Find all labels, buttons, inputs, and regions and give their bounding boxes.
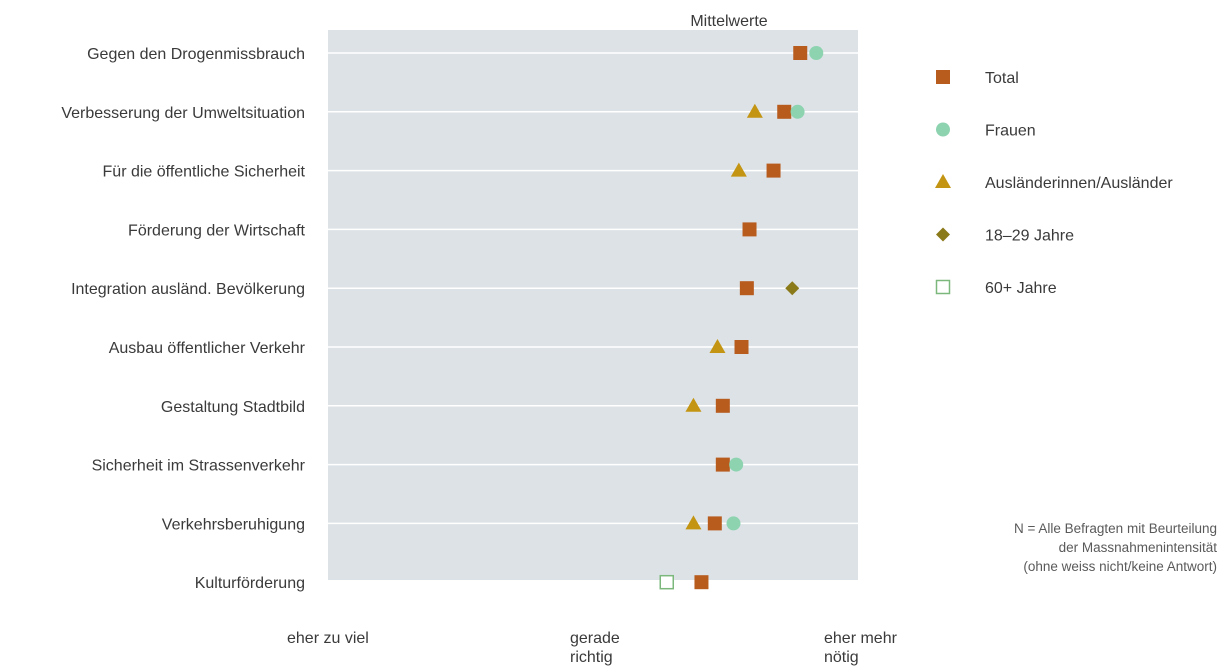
category-label-gestaltung-stadtbild: Gestaltung Stadtbild xyxy=(161,399,305,416)
legend-label-total: Total xyxy=(985,70,1019,87)
marker-auslaenderinnen-auslaender-verkehrsberuhigung xyxy=(685,515,702,530)
category-label-integration-auslaend-bevoelkerung: Integration ausländ. Bevölkerung xyxy=(71,281,305,298)
legend-label-18-29-jahre: 18–29 Jahre xyxy=(985,228,1074,245)
marker-total-verbesserung-der-umweltsituation xyxy=(777,104,792,119)
plot-background xyxy=(328,30,858,580)
legend-marker-60-jahre xyxy=(935,279,951,295)
x-tick-label: eher zu viel xyxy=(287,630,369,647)
marker-auslaenderinnen-auslaender-ausbau-oeffentlicher-verkehr xyxy=(709,339,726,353)
marker-total-gegen-den-drogenmissbrauch xyxy=(793,46,808,60)
category-label-verkehrsberuhigung: Verkehrsberuhigung xyxy=(162,516,305,533)
category-label-ausbau-oeffentlicher-verkehr: Ausbau öffentlicher Verkehr xyxy=(109,340,306,357)
legend-marker-18-29-jahre xyxy=(936,227,950,242)
legend-marker-total xyxy=(936,70,950,84)
category-label-sicherheit-im-strassenverkehr: Sicherheit im Strassenverkehr xyxy=(92,458,306,475)
footnote-line: (ohne weiss nicht/keine Antwort) xyxy=(1023,559,1217,574)
category-label-foerderung-der-wirtschaft: Förderung der Wirtschaft xyxy=(128,222,306,239)
marker-frauen-gegen-den-drogenmissbrauch xyxy=(809,46,824,60)
marker-total-ausbau-oeffentlicher-verkehr xyxy=(734,340,749,354)
footnote-line: der Massnahmenintensität xyxy=(1059,540,1218,555)
legend-marker-auslaenderinnen-auslaender xyxy=(935,174,951,188)
footnote-line: N = Alle Befragten mit Beurteilung xyxy=(1014,521,1217,536)
marker-total-integration-auslaend-bevoelkerung xyxy=(739,281,754,296)
x-tick-label: gerade richtig xyxy=(570,630,620,666)
marker-frauen-verbesserung-der-umweltsituation xyxy=(790,104,805,119)
category-label-gegen-den-drogenmissbrauch: Gegen den Drogenmissbrauch xyxy=(87,46,305,63)
x-axis-tick-labels: eher zu viel gerade richtig eher mehr nötig xyxy=(287,630,898,666)
marker-frauen-sicherheit-im-strassenverkehr xyxy=(729,457,744,472)
legend-marker-frauen xyxy=(936,122,950,137)
data-markers xyxy=(659,46,824,590)
marker-auslaenderinnen-auslaender-fuer-die-oeffentliche-sicherheit xyxy=(730,162,747,177)
category-label-fuer-die-oeffentliche-sicherheit: Für die öffentliche Sicherheit xyxy=(103,164,306,181)
category-labels: Gegen den Drogenmissbrauch Verbesserung d… xyxy=(61,46,305,592)
marker-total-verkehrsberuhigung xyxy=(707,516,722,531)
plot-area xyxy=(328,30,858,583)
marker-total-fuer-die-oeffentliche-sicherheit xyxy=(766,163,781,178)
marker-total-foerderung-der-wirtschaft xyxy=(742,222,757,237)
marker-60-jahre-kulturfoerderung xyxy=(659,574,674,590)
marker-total-kulturfoerderung xyxy=(694,575,709,590)
marker-total-sicherheit-im-strassenverkehr xyxy=(715,457,730,472)
marker-auslaenderinnen-auslaender-gestaltung-stadtbild xyxy=(685,397,702,412)
marker-frauen-verkehrsberuhigung xyxy=(726,516,741,531)
legend-label-60-jahre: 60+ Jahre xyxy=(985,280,1057,297)
chart-title: Mittelwerte xyxy=(690,13,767,30)
legend: Total Frauen Ausländerinnen/Ausländer 18–29… xyxy=(935,70,1173,297)
legend-label-auslaenderinnen-auslaender: Ausländerinnen/Ausländer xyxy=(985,175,1173,192)
legend-label-frauen: Frauen xyxy=(985,123,1036,140)
footnote: N = Alle Befragten mit Beurteilung der Ma… xyxy=(1014,521,1217,574)
x-tick-label: eher mehr nötig xyxy=(824,630,898,666)
marker-total-gestaltung-stadtbild xyxy=(715,398,730,413)
marker-auslaenderinnen-auslaender-verbesserung-der-umweltsituation xyxy=(746,103,763,118)
category-label-kulturfoerderung: Kulturförderung xyxy=(195,575,305,592)
marker-18-29-jahre-integration-auslaend-bevoelkerung xyxy=(785,281,800,296)
category-label-verbesserung-der-umweltsituation: Verbesserung der Umweltsituation xyxy=(61,105,305,122)
